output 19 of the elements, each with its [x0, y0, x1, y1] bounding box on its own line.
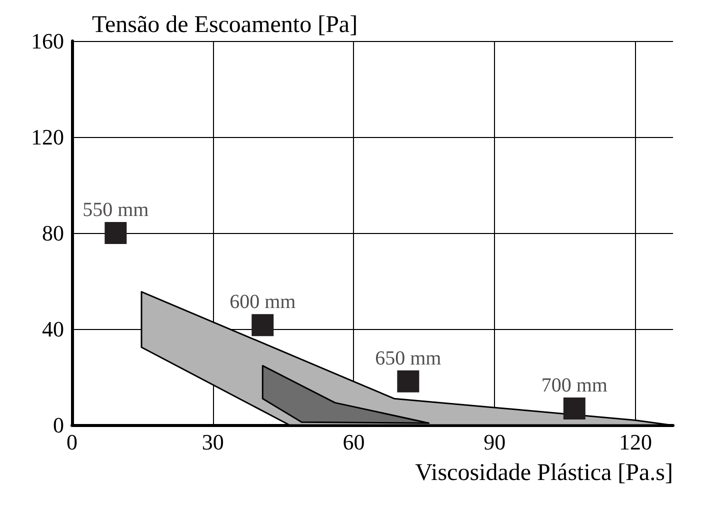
x-tick-label: 120: [618, 430, 652, 454]
point: [397, 370, 420, 392]
annotation: 550 mm: [82, 199, 150, 221]
x-tick-label: 90: [484, 430, 506, 454]
y-tick-label: 120: [31, 124, 64, 150]
x-tick-label: 30: [202, 430, 224, 454]
y-tick-label: 160: [31, 28, 64, 54]
point: [563, 397, 586, 420]
point: [104, 222, 127, 244]
annotation: 700 mm: [541, 374, 608, 396]
y-tick-label: 80: [42, 220, 64, 246]
x-axis-title: Viscosidade Plástica [Pa.s]: [415, 460, 673, 486]
point: [252, 314, 274, 336]
annotation: 650 mm: [375, 347, 442, 370]
y-tick-label: 0: [53, 412, 64, 438]
annotation: 600 mm: [230, 291, 296, 314]
x-tick-label: 60: [342, 430, 365, 454]
y-axis-title: Tensão de Escoamento [Pa]: [92, 12, 358, 38]
y-tick-label: 40: [42, 316, 64, 342]
